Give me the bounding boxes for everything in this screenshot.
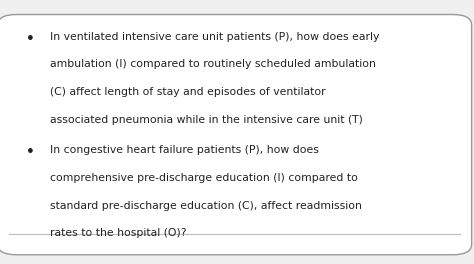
Text: comprehensive pre-discharge education (I) compared to: comprehensive pre-discharge education (I… [50,173,358,183]
Text: rates to the hospital (O)?: rates to the hospital (O)? [50,228,186,238]
Text: In ventilated intensive care unit patients (P), how does early: In ventilated intensive care unit patien… [50,32,379,42]
Text: In congestive heart failure patients (P), how does: In congestive heart failure patients (P)… [50,145,319,155]
FancyBboxPatch shape [0,15,472,255]
Text: •: • [26,145,35,159]
Text: ambulation (I) compared to routinely scheduled ambulation: ambulation (I) compared to routinely sch… [50,59,375,69]
Text: (C) affect length of stay and episodes of ventilator: (C) affect length of stay and episodes o… [50,87,325,97]
Text: •: • [26,32,35,46]
Text: standard pre-discharge education (C), affect readmission: standard pre-discharge education (C), af… [50,201,362,211]
Text: associated pneumonia while in the intensive care unit (T): associated pneumonia while in the intens… [50,115,363,125]
